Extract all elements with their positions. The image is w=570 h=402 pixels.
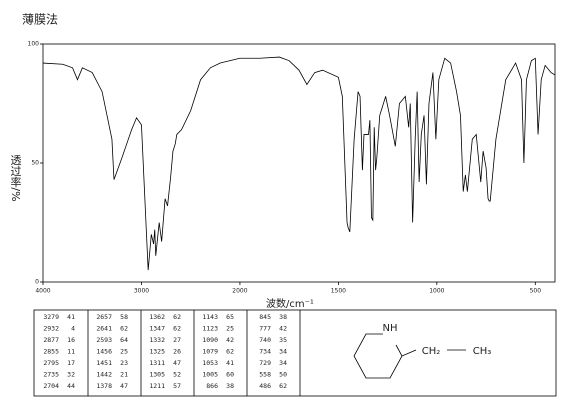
peak-transmittance: 65 [226,313,234,321]
chart-title: 薄膜法 [22,12,58,27]
ring-bonds [353,333,403,379]
peak-transmittance: 41 [226,359,234,367]
peak-wavenumber: 1332 [149,336,165,344]
peak-wavenumber: 845 [259,313,271,321]
peak-transmittance: 52 [173,371,181,379]
peak-wavenumber: 2877 [43,336,59,344]
x-axis-label: 波数/cm⁻¹ [266,297,314,310]
peak-transmittance: 62 [173,313,181,321]
peak-transmittance: 47 [173,359,181,367]
peak-wavenumber: 734 [259,348,271,356]
peak-wavenumber: 740 [259,336,271,344]
peak-transmittance: 35 [279,336,287,344]
peak-transmittance: 42 [226,336,234,344]
x-tick-label: 500 [530,288,542,295]
peak-wavenumber: 2593 [96,336,112,344]
peak-transmittance: 57 [173,382,181,390]
peak-wavenumber: 1378 [96,382,112,390]
table-frame [33,309,557,397]
peak-transmittance: 34 [279,359,287,367]
peak-wavenumber: 558 [259,371,271,379]
peak-transmittance: 47 [120,382,128,390]
peak-transmittance: 64 [120,336,128,344]
peak-transmittance: 32 [67,371,75,379]
peak-transmittance: 58 [120,313,128,321]
peak-transmittance: 62 [173,325,181,333]
peak-transmittance: 38 [226,382,234,390]
peak-wavenumber: 1347 [149,325,165,333]
peak-transmittance: 4 [71,325,75,333]
peak-transmittance: 25 [120,348,128,356]
peak-wavenumber: 866 [206,382,218,390]
peak-wavenumber: 2855 [43,348,59,356]
peak-transmittance: 62 [279,382,287,390]
x-tick-label: 4000 [35,288,50,295]
peak-transmittance: 42 [279,325,287,333]
peak-wavenumber: 1211 [149,382,165,390]
group-label: CH₃ [473,346,492,357]
peak-wavenumber: 1362 [149,313,165,321]
peak-wavenumber: 1456 [96,348,112,356]
peak-transmittance: 25 [226,325,234,333]
peak-wavenumber: 1451 [96,359,112,367]
y-axis-label: 透过率/% [9,154,22,201]
peak-wavenumber: 2735 [43,371,59,379]
peak-wavenumber: 1325 [149,348,165,356]
peak-transmittance: 34 [279,348,287,356]
peak-wavenumber: 1442 [96,371,112,379]
y-tick-label: 0 [35,279,39,286]
peak-wavenumber: 1079 [202,348,218,356]
spectrum-line [42,56,556,271]
peak-wavenumber: 1053 [202,359,218,367]
structure [353,333,466,379]
peak-transmittance: 60 [226,371,234,379]
peak-wavenumber: 1305 [149,371,165,379]
peak-transmittance: 21 [120,371,128,379]
peak-transmittance: 62 [120,325,128,333]
x-tick-label: 2000 [232,288,247,295]
peak-transmittance: 17 [67,359,75,367]
peak-transmittance: 44 [67,382,75,390]
peak-wavenumber: 729 [259,359,271,367]
peak-wavenumber: 2641 [96,325,112,333]
peak-wavenumber: 3279 [43,313,59,321]
peak-wavenumber: 1143 [202,313,218,321]
x-tick-label: 1500 [331,288,346,295]
peak-wavenumber: 2932 [43,325,59,333]
peak-wavenumber: 1090 [202,336,218,344]
atom-label: NH [383,323,398,334]
peak-wavenumber: 2704 [43,382,59,390]
group-label: CH₂ [422,346,441,357]
x-tick-label: 3000 [134,288,149,295]
peak-transmittance: 26 [173,348,181,356]
peak-wavenumber: 1005 [202,371,218,379]
peak-transmittance: 50 [279,371,287,379]
peak-wavenumber: 1123 [202,325,218,333]
peak-transmittance: 23 [120,359,128,367]
peak-wavenumber: 777 [259,325,271,333]
peak-wavenumber: 486 [259,382,271,390]
y-tick-label: 100 [28,41,40,48]
peak-transmittance: 62 [226,348,234,356]
peak-wavenumber: 1311 [149,359,165,367]
peak-transmittance: 38 [279,313,287,321]
bond [401,349,417,357]
peak-transmittance: 11 [67,348,75,356]
peak-wavenumber: 2795 [43,359,59,367]
peak-transmittance: 41 [67,313,75,321]
peak-wavenumber: 2657 [96,313,112,321]
x-tick-label: 1000 [429,288,444,295]
peak-transmittance: 16 [67,336,75,344]
y-tick-label: 50 [31,160,39,167]
peak-transmittance: 27 [173,336,181,344]
